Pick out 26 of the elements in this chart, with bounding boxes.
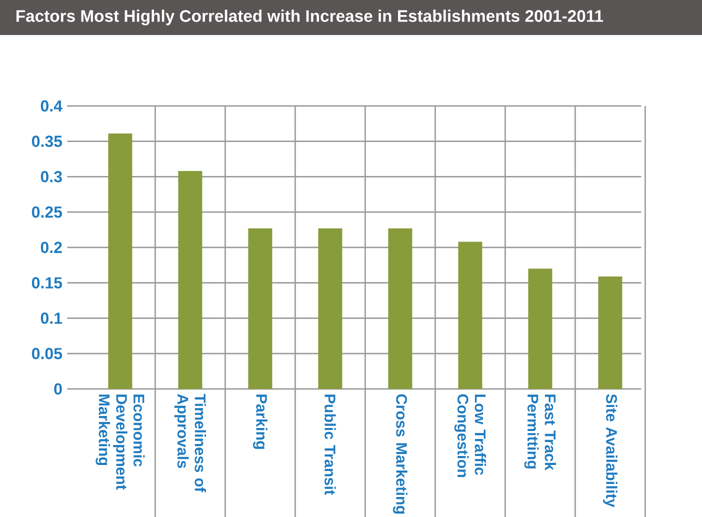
x-tick-label: Site Availability [603, 394, 618, 508]
y-tick-label: 0.3 [40, 171, 62, 182]
y-tick-label: 0.1 [40, 312, 62, 324]
x-tick-label: Public Transit [324, 394, 336, 495]
bar [178, 171, 202, 389]
y-tick-label: 0.25 [32, 206, 62, 218]
y-tick-label: 0.2 [40, 242, 62, 254]
x-tick-label: Timeliness of Approvals [174, 394, 206, 492]
x-tick-label: Parking [253, 394, 268, 449]
bar [458, 242, 482, 389]
y-tick-label: 0.4 [40, 100, 62, 112]
bar [598, 276, 622, 389]
x-tick-label: Economic Development Marketing [96, 394, 145, 490]
bar [108, 134, 132, 389]
bar [528, 268, 552, 389]
bar [248, 228, 272, 389]
bar [388, 228, 412, 389]
y-tick-label: 0.35 [32, 136, 62, 147]
chart-title: Factors Most Highly Correlated with Increase in Establishments 2001-2011 [16, 10, 604, 26]
bar [318, 228, 342, 389]
x-tick-label: Cross Marketing [393, 394, 408, 514]
y-tick-label: 0.05 [32, 348, 62, 360]
x-tick-label: Low Traffic Congestion [454, 394, 486, 478]
y-tick-label: 0 [54, 383, 62, 395]
y-tick-label: 0.15 [32, 277, 62, 288]
x-tick-label: Fast Track Permitting [524, 394, 556, 470]
